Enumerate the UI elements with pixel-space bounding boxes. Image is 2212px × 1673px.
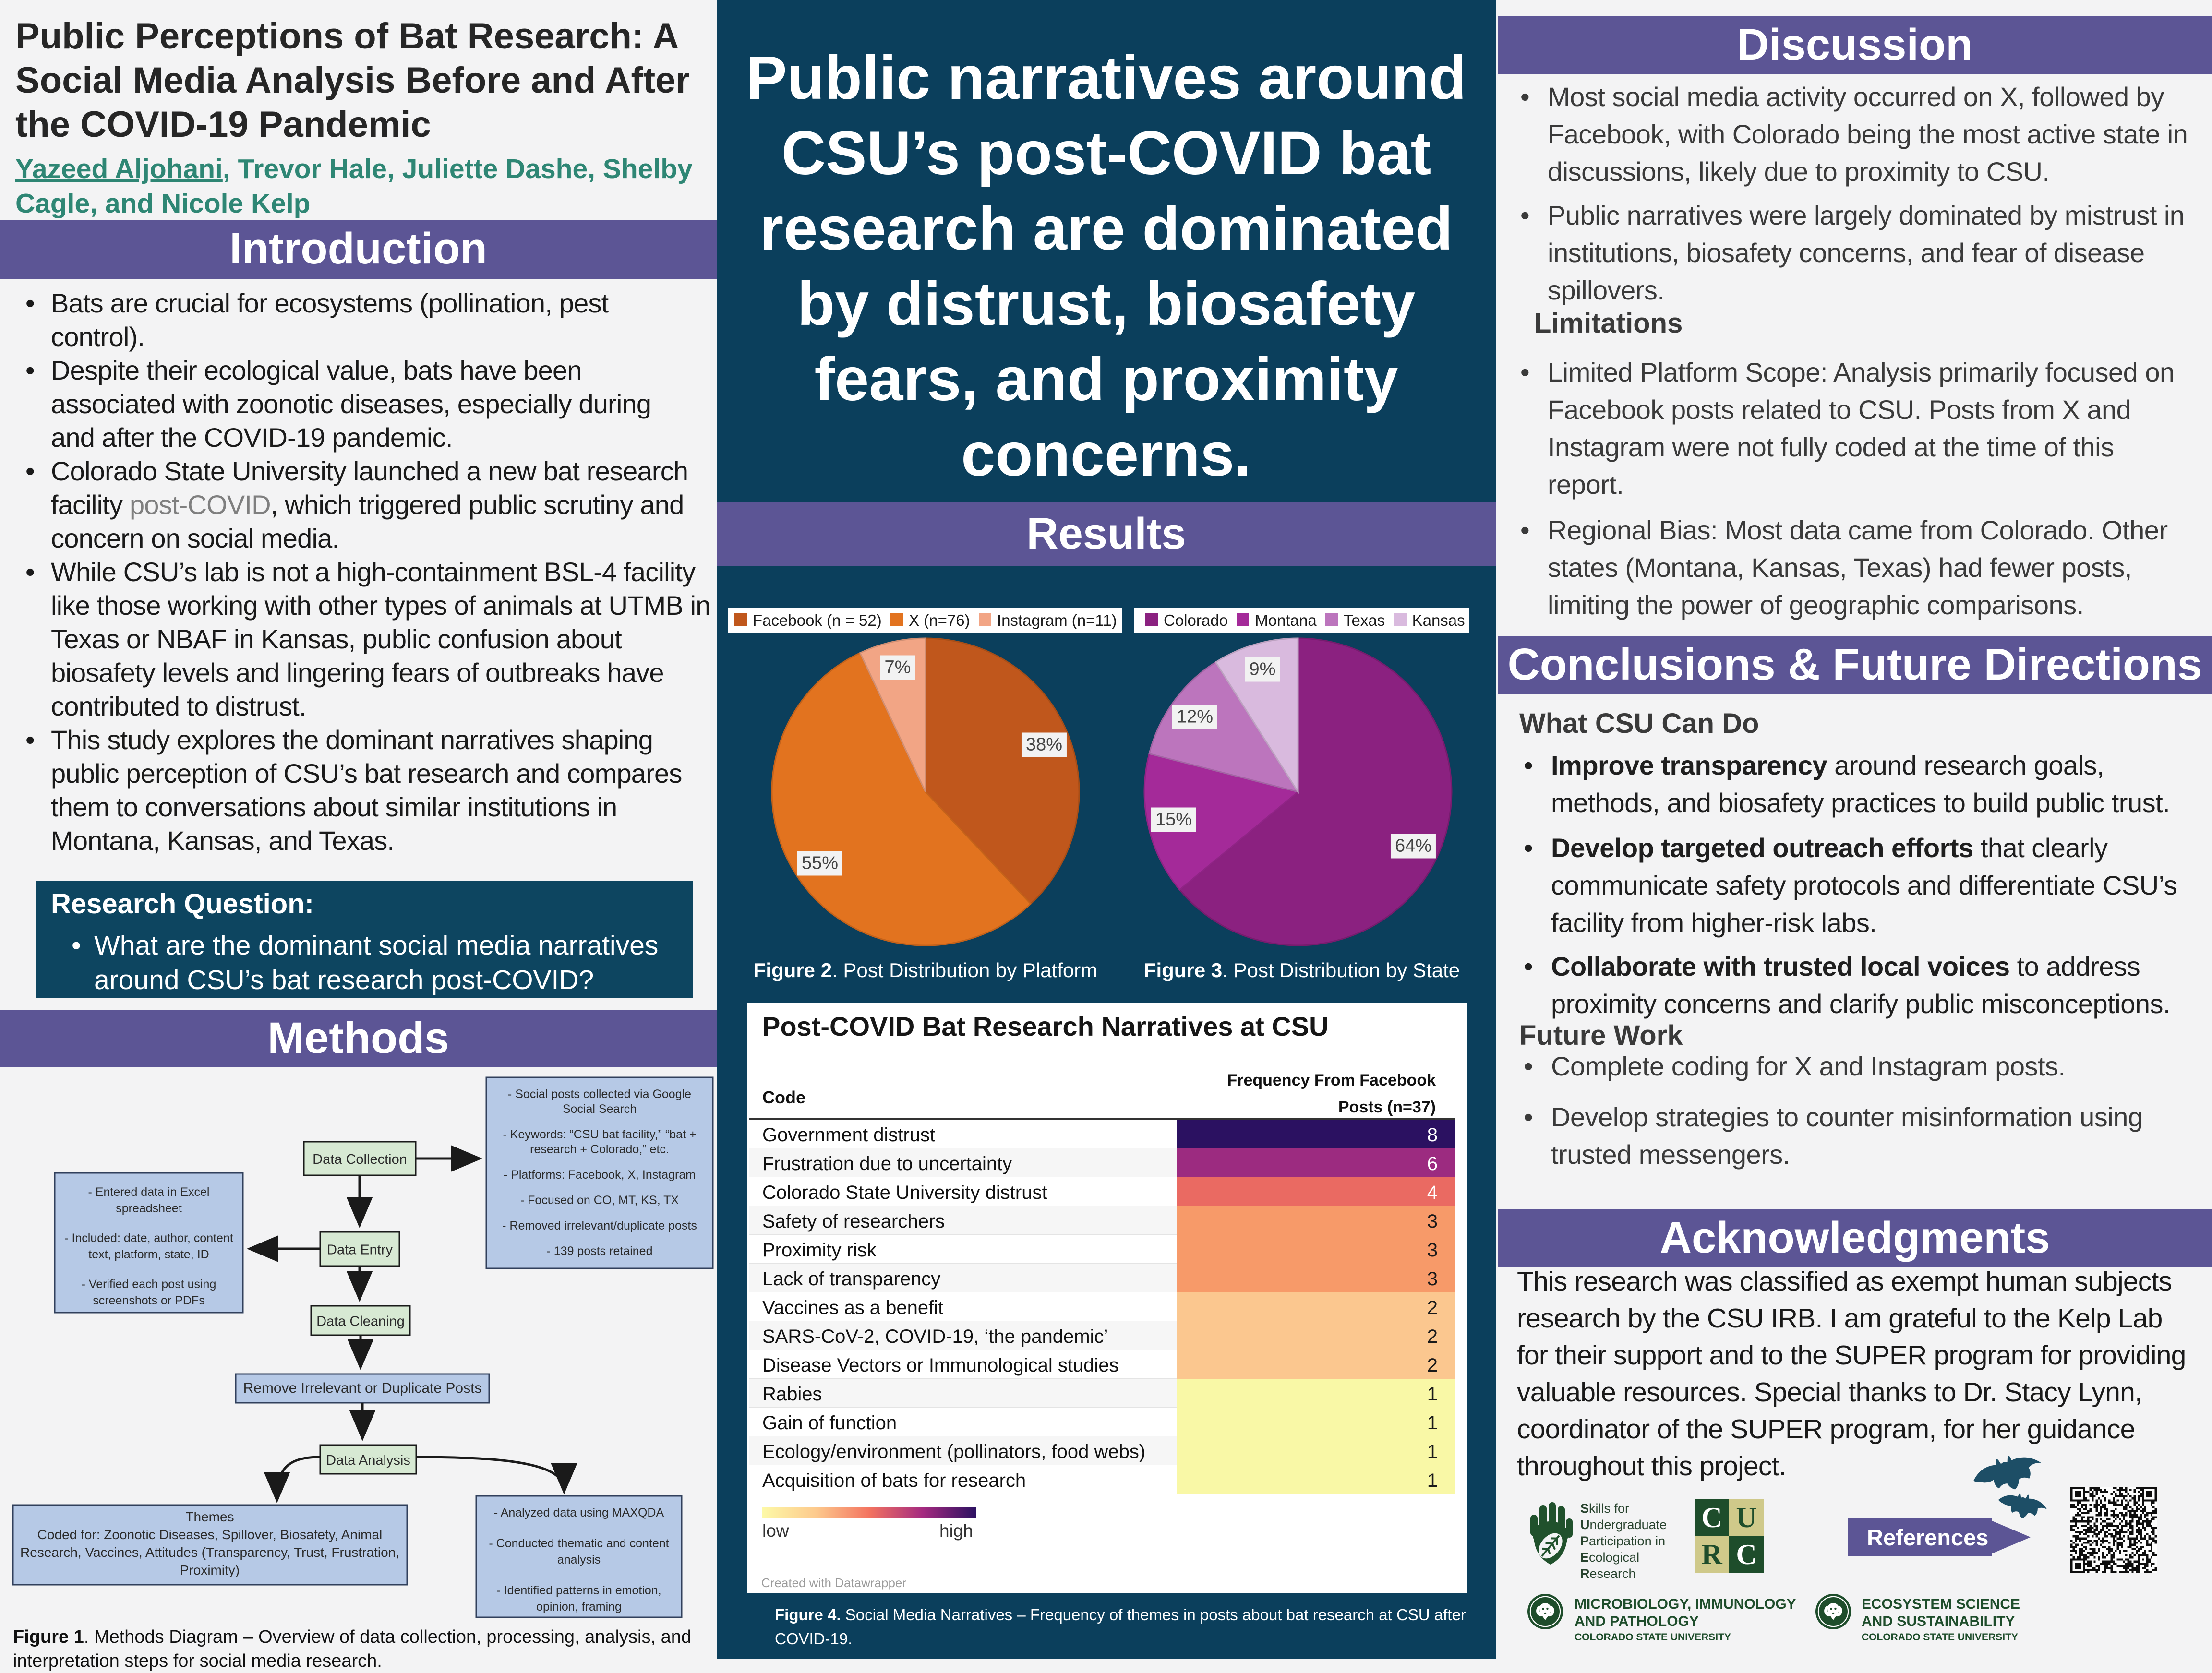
- svg-text:opinion, framing: opinion, framing: [536, 1600, 622, 1613]
- svg-text:analysis: analysis: [557, 1553, 601, 1566]
- svg-text:screenshots or PDFs: screenshots or PDFs: [93, 1294, 204, 1307]
- svg-text:Remove Irrelevant or Duplicate: Remove Irrelevant or Duplicate Posts: [243, 1380, 482, 1396]
- svg-text:- Verified each post using: - Verified each post using: [82, 1278, 216, 1291]
- svg-text:- 139 posts retained: - 139 posts retained: [547, 1244, 653, 1258]
- svg-text:- Platforms: Facebook, X, Inst: - Platforms: Facebook, X, Instagram: [504, 1168, 696, 1182]
- svg-text:Data Entry: Data Entry: [327, 1243, 393, 1258]
- svg-text:- Included: date, author, cont: - Included: date, author, content: [64, 1231, 233, 1245]
- svg-text:research + Colorado,” etc.: research + Colorado,” etc.: [530, 1143, 669, 1156]
- svg-text:- Social posts collected via G: - Social posts collected via Google: [508, 1087, 691, 1101]
- svg-text:- Entered data in Excel: - Entered data in Excel: [88, 1185, 210, 1199]
- svg-text:Data Collection: Data Collection: [313, 1152, 407, 1167]
- svg-text:Proximity): Proximity): [180, 1563, 240, 1577]
- svg-text:text, platform, state, ID: text, platform, state, ID: [88, 1248, 209, 1261]
- svg-text:Themes: Themes: [185, 1509, 234, 1524]
- svg-text:spreadsheet: spreadsheet: [116, 1202, 182, 1215]
- svg-text:Social Search: Social Search: [563, 1102, 637, 1116]
- svg-text:- Keywords: “CSU bat facility,: - Keywords: “CSU bat facility,” “bat +: [503, 1128, 696, 1141]
- svg-text:- Focused on CO, MT, KS, TX: - Focused on CO, MT, KS, TX: [520, 1194, 679, 1207]
- svg-text:Coded for: Zoonotic Diseases,: Coded for: Zoonotic Diseases, Spillover,…: [37, 1527, 383, 1542]
- svg-text:- Identified patterns in emoti: - Identified patterns in emotion,: [496, 1584, 661, 1597]
- svg-text:References: References: [1867, 1525, 1988, 1550]
- svg-text:- Analyzed data using MAXQDA: - Analyzed data using MAXQDA: [494, 1506, 664, 1519]
- svg-text:- Conducted thematic and conte: - Conducted thematic and content: [489, 1537, 669, 1550]
- svg-text:Data Cleaning: Data Cleaning: [316, 1314, 405, 1329]
- svg-text:Research, Vaccines, Attitudes: Research, Vaccines, Attitudes (Transpare…: [20, 1545, 399, 1560]
- svg-text:Data Analysis: Data Analysis: [326, 1453, 410, 1468]
- svg-text:- Removed irrelevant/duplicate: - Removed irrelevant/duplicate posts: [502, 1219, 697, 1232]
